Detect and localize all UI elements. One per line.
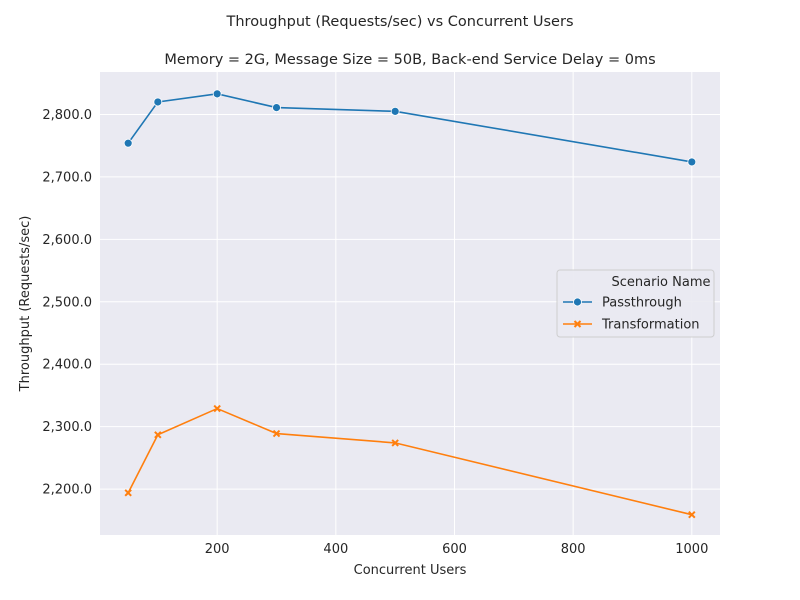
data-point <box>687 157 697 167</box>
y-tick-label: 2,800.0 <box>42 108 92 123</box>
tick-labels: 2,200.0 2,300.0 2,400.0 2,500.0 2,600.0 2,700… <box>42 108 708 557</box>
legend: Scenario Name Passthrough Transformation <box>556 269 715 338</box>
chart-suptitle: Throughput (Requests/sec) vs Concurrent … <box>226 14 574 30</box>
x-tick-label: 1000 <box>675 542 708 557</box>
series-line <box>127 407 693 516</box>
data-point <box>573 320 582 328</box>
legend-item-transformation: Transformation <box>563 318 700 333</box>
series-transformation <box>124 404 696 519</box>
legend-label: Transformation <box>601 318 700 333</box>
legend-label: Passthrough <box>602 296 682 311</box>
legend-title: Scenario Name <box>612 275 711 290</box>
y-tick-label: 2,200.0 <box>42 483 92 498</box>
x-tick-label: 600 <box>442 542 467 557</box>
data-point <box>212 89 222 99</box>
series-layer <box>123 89 697 519</box>
y-axis-label: Throughput (Requests/sec) <box>18 216 33 393</box>
chart-title: Memory = 2G, Message Size = 50B, Back-en… <box>164 52 655 68</box>
x-tick-label: 400 <box>323 542 348 557</box>
y-tick-label: 2,500.0 <box>42 295 92 310</box>
legend-item-passthrough: Passthrough <box>563 296 682 311</box>
legend-box <box>556 269 715 338</box>
series-passthrough <box>123 89 697 167</box>
data-point <box>272 429 281 438</box>
data-point <box>391 439 399 447</box>
y-tick-label: 2,600.0 <box>42 233 92 248</box>
data-point <box>573 297 582 307</box>
series-line <box>127 93 692 163</box>
data-point <box>153 97 163 107</box>
data-point <box>124 489 132 497</box>
y-tick-label: 2,300.0 <box>42 420 92 435</box>
legend-items: Passthrough Transformation <box>563 296 700 333</box>
y-tick-label: 2,400.0 <box>42 358 92 373</box>
data-point <box>272 103 281 112</box>
x-tick-label: 200 <box>205 542 230 557</box>
x-tick-label: 800 <box>561 542 586 557</box>
x-axis-label: Concurrent Users <box>354 563 467 578</box>
data-point <box>123 138 133 148</box>
data-point <box>154 431 162 439</box>
data-point <box>688 510 696 519</box>
data-point <box>213 404 221 413</box>
y-tick-label: 2,700.0 <box>42 170 92 185</box>
data-point <box>390 106 400 116</box>
